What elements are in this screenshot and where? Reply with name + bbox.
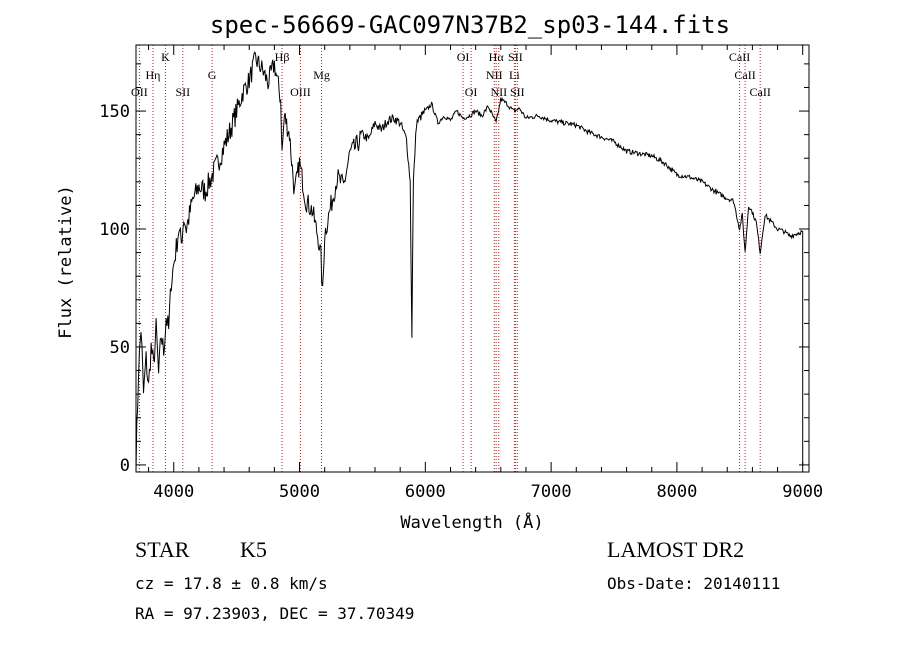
line-label: CaII xyxy=(729,50,750,64)
line-label: K xyxy=(161,50,170,64)
plot-frame xyxy=(135,44,810,473)
line-label: Mg xyxy=(313,68,330,82)
line-label: Hβ xyxy=(275,50,290,64)
coordinates-text: RA = 97.23903, DEC = 37.70349 xyxy=(135,604,415,623)
x-tick-label: 5000 xyxy=(279,482,320,502)
line-label: SII xyxy=(510,85,525,99)
line-label: Li xyxy=(509,68,520,82)
redshift-text: cz = 17.8 ± 0.8 km/s xyxy=(135,574,328,593)
x-tick-label: 7000 xyxy=(531,482,572,502)
line-label: NII xyxy=(490,85,507,99)
y-tick-label: 150 xyxy=(99,102,130,122)
y-axis: 0 50 100 150 xyxy=(99,63,809,476)
obs-date-text: Obs-Date: 20140111 xyxy=(607,574,781,593)
line-label: NII xyxy=(486,68,503,82)
y-tick-label: 100 xyxy=(99,220,130,240)
line-label: OI xyxy=(465,85,478,99)
x-tick-label: 9000 xyxy=(782,482,823,502)
x-tick-label: 6000 xyxy=(405,482,446,502)
line-label: Hα xyxy=(489,50,505,64)
line-label: CaII xyxy=(750,85,771,99)
line-label: OI xyxy=(457,50,470,64)
x-tick-label: 8000 xyxy=(656,482,697,502)
y-tick-label: 0 xyxy=(120,456,130,476)
line-label: Hη xyxy=(146,68,161,82)
y-tick-label: 50 xyxy=(110,338,130,358)
y-axis-label: Flux (relative) xyxy=(56,185,76,339)
spectrum-line xyxy=(135,51,804,473)
line-markers xyxy=(138,45,761,472)
x-tick-label: 4000 xyxy=(153,482,194,502)
spectrum-series xyxy=(135,51,804,473)
object-subclass: K5 xyxy=(240,537,267,562)
line-label: SII xyxy=(175,85,190,99)
line-label: OII xyxy=(131,85,148,99)
x-axis-label: Wavelength (Å) xyxy=(400,511,543,533)
object-class: STAR xyxy=(135,537,190,562)
line-label: SII xyxy=(508,50,523,64)
line-label: OIII xyxy=(290,85,311,99)
line-labels: OIIHηKSIIGHβOIIIMgOIOIHαNIINIISIILiSIICa… xyxy=(131,50,771,99)
x-axis: 4000 5000 6000 7000 8000 9000 xyxy=(148,45,823,502)
chart-title: spec-56669-GAC097N37B2_sp03-144.fits xyxy=(210,11,730,39)
line-label: CaII xyxy=(734,68,755,82)
line-label: G xyxy=(208,68,217,82)
survey-name: LAMOST DR2 xyxy=(607,537,745,562)
